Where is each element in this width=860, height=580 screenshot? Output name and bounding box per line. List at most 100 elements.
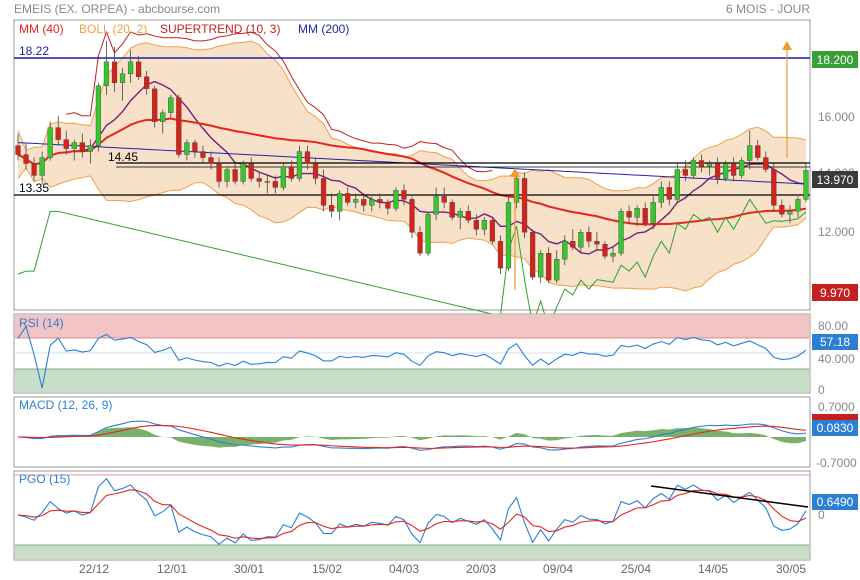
candle bbox=[626, 205, 632, 224]
candle bbox=[39, 151, 45, 185]
candle bbox=[328, 193, 335, 218]
candle bbox=[200, 145, 206, 164]
candle bbox=[345, 187, 351, 206]
pgo-lower-zone bbox=[15, 545, 809, 559]
candle bbox=[546, 247, 552, 284]
macd-signal-badge bbox=[812, 414, 858, 423]
candle bbox=[95, 82, 102, 152]
candle bbox=[23, 142, 29, 170]
candle bbox=[578, 229, 584, 254]
rsi-overbought-zone bbox=[15, 315, 809, 338]
candle bbox=[409, 196, 415, 239]
candle bbox=[152, 85, 158, 128]
candle bbox=[771, 163, 777, 212]
price-badge-high-text: 18.200 bbox=[817, 53, 854, 67]
rsi-label: RSI (14) bbox=[19, 316, 64, 330]
date-tick-label: 09/04 bbox=[543, 562, 573, 576]
candle bbox=[103, 40, 110, 95]
candle bbox=[634, 205, 640, 227]
candle bbox=[224, 166, 230, 188]
candle bbox=[489, 217, 496, 245]
price-badge-last-text: 13.970 bbox=[817, 173, 854, 187]
macd-histogram-area bbox=[18, 427, 806, 448]
candle bbox=[497, 235, 504, 275]
candle bbox=[417, 226, 423, 257]
price-axis-label: 16.000 bbox=[818, 110, 855, 124]
rsi-axis-label: 0 bbox=[818, 383, 825, 397]
candle bbox=[353, 193, 359, 209]
candle bbox=[714, 157, 721, 185]
candle bbox=[433, 187, 439, 221]
candle bbox=[119, 67, 126, 101]
candle bbox=[135, 55, 142, 80]
candle bbox=[706, 160, 713, 176]
pgo-value-badge bbox=[812, 494, 858, 510]
price-badge-last bbox=[812, 171, 858, 188]
pgo-axis-label: 0 bbox=[818, 508, 825, 522]
rsi-value-badge bbox=[812, 334, 858, 350]
candle bbox=[288, 160, 295, 182]
date-tick-label: 20/03 bbox=[466, 562, 496, 576]
mm40-line bbox=[17, 117, 807, 226]
candle bbox=[160, 109, 166, 134]
supertrend-down bbox=[66, 30, 493, 173]
candle bbox=[71, 139, 77, 161]
candle bbox=[803, 163, 809, 203]
rsi-axis-label: 40.000 bbox=[818, 352, 855, 366]
candle bbox=[690, 157, 697, 179]
candle bbox=[666, 181, 672, 206]
supertrend-line bbox=[17, 30, 807, 330]
candle bbox=[441, 187, 447, 209]
legend-mm40: MM (40) bbox=[19, 22, 64, 36]
date-tick-label: 25/04 bbox=[621, 562, 651, 576]
legend-boll: BOLL (20, 2) bbox=[79, 22, 147, 36]
candle bbox=[320, 169, 327, 212]
pgo-signal-line bbox=[17, 489, 807, 540]
candle bbox=[425, 211, 431, 257]
candle bbox=[674, 163, 680, 203]
candle bbox=[618, 208, 624, 257]
candle bbox=[144, 70, 150, 95]
price-badge-low bbox=[812, 284, 858, 301]
candle bbox=[747, 130, 753, 170]
date-tick-label: 22/12 bbox=[79, 562, 109, 576]
candle bbox=[610, 247, 616, 263]
up-arrow-icon bbox=[510, 168, 520, 290]
candle bbox=[377, 193, 383, 209]
candle bbox=[63, 130, 69, 155]
macd-value-badge bbox=[812, 420, 858, 436]
date-tick-label: 14/05 bbox=[698, 562, 728, 576]
candle bbox=[127, 49, 134, 83]
bollinger-upper bbox=[17, 40, 807, 192]
candle bbox=[505, 196, 512, 272]
candle bbox=[192, 139, 198, 158]
candle bbox=[538, 250, 544, 284]
candle bbox=[481, 217, 487, 236]
legend-supertrend: SUPERTREND (10, 3) bbox=[160, 22, 280, 36]
candle bbox=[465, 205, 471, 224]
candle bbox=[731, 157, 737, 182]
candle bbox=[385, 199, 391, 215]
macd-histogram bbox=[18, 427, 806, 448]
candle bbox=[312, 157, 319, 185]
candle bbox=[602, 241, 608, 260]
rsi-value-text: 57.18 bbox=[820, 335, 850, 349]
candle bbox=[594, 232, 600, 251]
candle bbox=[304, 145, 311, 170]
candle bbox=[296, 145, 303, 182]
date-tick-label: 30/01 bbox=[234, 562, 264, 576]
candle bbox=[658, 181, 664, 209]
price-axis-label: 12.000 bbox=[818, 225, 855, 239]
candle bbox=[763, 151, 769, 173]
candle bbox=[586, 226, 592, 248]
macd-axis-label: 0.7000 bbox=[818, 400, 855, 414]
candle bbox=[232, 163, 238, 185]
candle bbox=[256, 172, 262, 188]
candle bbox=[337, 190, 343, 221]
rsi-oversold-zone bbox=[15, 369, 809, 392]
candle bbox=[184, 139, 190, 161]
macd-label: MACD (12, 26, 9) bbox=[19, 398, 112, 412]
candle bbox=[87, 139, 93, 164]
candle bbox=[787, 205, 793, 224]
